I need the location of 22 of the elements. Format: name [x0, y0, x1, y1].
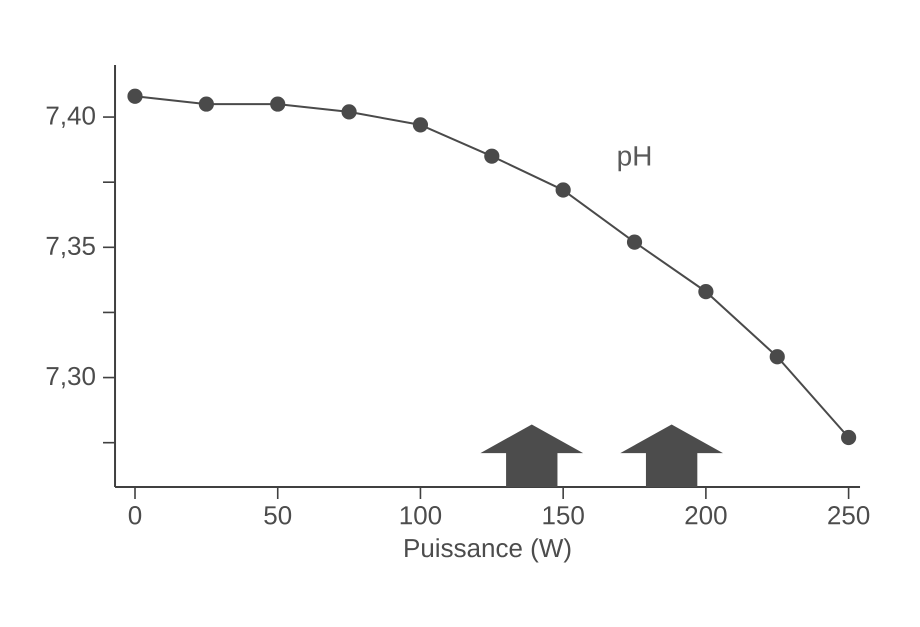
- point: [412, 117, 428, 133]
- series-label: pH: [618, 146, 650, 172]
- point: [841, 430, 856, 446]
- point: [127, 88, 143, 104]
- x-tick-label: 0: [128, 506, 142, 524]
- x-tick-label: 200: [686, 506, 727, 524]
- x-tick-label: 150: [543, 506, 584, 524]
- x-tick-label: 50: [264, 506, 292, 524]
- x-tick-label: 100: [400, 506, 442, 524]
- x-axis-title: Puissance (W): [405, 538, 570, 562]
- x-tick-label: 250: [828, 506, 870, 524]
- point: [556, 182, 571, 198]
- point: [341, 104, 357, 120]
- y-tick-label: 7,35: [46, 236, 95, 258]
- point: [270, 96, 286, 112]
- point: [198, 96, 214, 112]
- point: [698, 284, 714, 300]
- point: [484, 148, 500, 164]
- y-tick-label: 7,30: [46, 366, 95, 388]
- point: [626, 234, 642, 250]
- y-tick-label: 7,40: [46, 106, 95, 128]
- point: [770, 349, 785, 364]
